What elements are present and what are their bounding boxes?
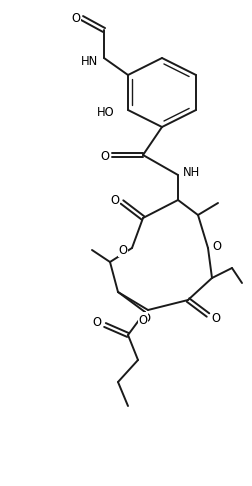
Text: O: O (212, 240, 222, 253)
Text: O: O (92, 315, 102, 329)
Text: O: O (139, 313, 147, 327)
Text: NH: NH (183, 166, 201, 178)
Text: O: O (110, 194, 119, 208)
Text: HO: HO (97, 106, 115, 120)
Text: O: O (142, 312, 150, 326)
Text: O: O (101, 150, 110, 162)
Text: HN: HN (81, 55, 99, 69)
Text: O: O (72, 13, 80, 25)
Text: O: O (211, 312, 220, 326)
Text: O: O (118, 243, 128, 257)
